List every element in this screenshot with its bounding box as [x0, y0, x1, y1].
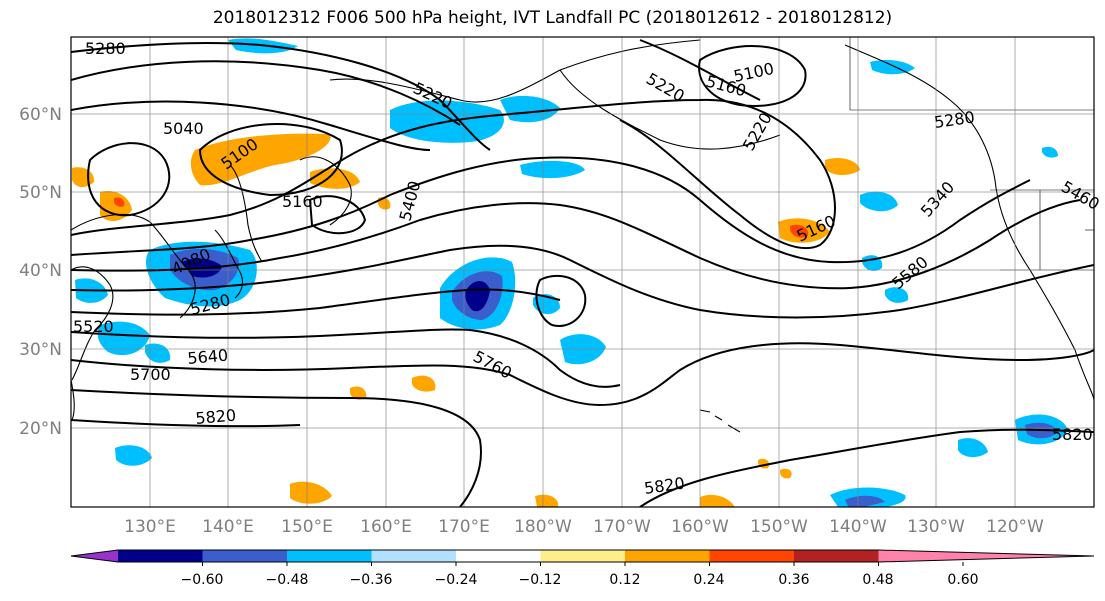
- colorbar-tick-label: 0.60: [947, 572, 978, 588]
- colorbar-tick-label: −0.36: [350, 572, 393, 588]
- colorbar-segment: [709, 550, 795, 562]
- contour-label: 5520: [73, 317, 114, 336]
- lon-tick-labels: 130°E 140°E 150°E 160°E 170°E 180°W 170°…: [124, 517, 1044, 537]
- colorbar-tick-label: −0.60: [181, 572, 224, 588]
- colorbar-extend-max: [878, 550, 1094, 562]
- contour-label: 5820: [1052, 425, 1093, 444]
- lon-tick-label: 120°W: [986, 517, 1044, 537]
- lon-tick-label: 150°W: [750, 517, 808, 537]
- colorbar-segment: [540, 550, 626, 562]
- colorbar: [70, 549, 1095, 566]
- lat-tick-label: 40°N: [19, 261, 62, 281]
- lon-tick-label: 170°W: [593, 517, 651, 537]
- lat-tick-labels: 60°N 50°N 40°N 30°N 20°N: [19, 105, 62, 439]
- colorbar-tick-label: 0.48: [862, 572, 893, 588]
- colorbar-segment: [456, 550, 541, 562]
- lon-tick-label: 160°W: [671, 517, 729, 537]
- contour-label: 5160: [282, 192, 323, 211]
- contour-label: 5820: [195, 406, 237, 428]
- colorbar-tick-label: 0.36: [778, 572, 809, 588]
- colorbar-segment: [287, 550, 372, 562]
- lon-tick-label: 130°W: [907, 517, 965, 537]
- colorbar-tick-label: −0.12: [519, 572, 562, 588]
- map-frame: [70, 36, 1095, 508]
- colorbar-tick-label: −0.24: [435, 572, 478, 588]
- colorbar-segment: [371, 550, 457, 562]
- colorbar-segment: [202, 550, 288, 562]
- lat-tick-label: 50°N: [19, 183, 62, 203]
- map-panel: [71, 37, 1094, 507]
- contour-label: 5640: [187, 346, 229, 368]
- height-contours: [71, 39, 1094, 507]
- colorbar-tick-label: 0.12: [609, 572, 640, 588]
- colorbar-outline: [70, 549, 1095, 563]
- colorbar-segment: [625, 550, 710, 562]
- lon-tick-label: 180°W: [514, 517, 572, 537]
- contour-label: 5040: [163, 119, 204, 138]
- lon-tick-label: 160°E: [360, 517, 412, 537]
- colorbar-segment: [118, 550, 203, 562]
- lat-tick-label: 60°N: [19, 105, 62, 125]
- colorbar-extend-min: [71, 550, 118, 562]
- lon-tick-label: 140°E: [202, 517, 254, 537]
- colorbar-segment: [794, 550, 879, 562]
- colorbar-tick-labels: −0.60 −0.48 −0.36 −0.24 −0.12 0.12 0.24 …: [181, 572, 979, 588]
- lon-tick-label: 130°E: [124, 517, 176, 537]
- colorbar-tick-label: −0.48: [266, 572, 309, 588]
- lon-tick-label: 170°E: [438, 517, 490, 537]
- colorbar-tick-label: 0.24: [693, 572, 724, 588]
- lat-tick-label: 30°N: [19, 340, 62, 360]
- coastlines: [71, 39, 1094, 433]
- map-gridlines: [71, 37, 1094, 507]
- map-title: 2018012312 F006 500 hPa height, IVT Land…: [212, 8, 893, 28]
- contour-label: 5280: [85, 39, 126, 58]
- lat-tick-label: 20°N: [19, 419, 62, 439]
- ivt-shading: [72, 38, 1068, 507]
- lon-tick-label: 140°W: [829, 517, 887, 537]
- lon-tick-label: 150°E: [281, 517, 333, 537]
- contour-label: 5700: [130, 365, 171, 384]
